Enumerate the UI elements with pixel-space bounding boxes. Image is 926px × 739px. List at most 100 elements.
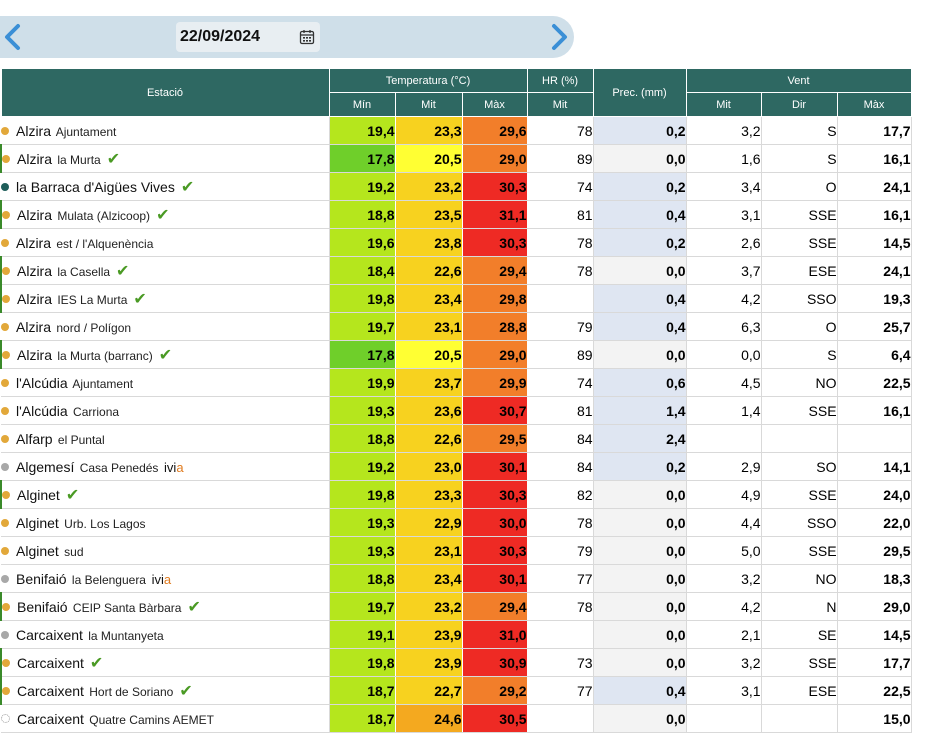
table-row[interactable]: Algemesí Casa Penedés ivia 19,2 23,0 30,1 84… bbox=[1, 452, 912, 481]
col-hr-mit[interactable]: Mit bbox=[526, 92, 594, 117]
station-cell[interactable]: Alzira Mulata (Alzicoop) ✔ bbox=[0, 200, 330, 229]
station-name[interactable]: Alzira bbox=[17, 150, 53, 167]
table-row[interactable]: Alzira Mulata (Alzicoop) ✔ 18,8 23,5 31,1 81 0… bbox=[0, 200, 912, 229]
station-name[interactable]: Alzira bbox=[16, 122, 52, 139]
chevron-right-icon[interactable] bbox=[546, 23, 572, 51]
table-row[interactable]: Alfarp el Puntal 18,8 22,6 29,5 84 2,4 bbox=[1, 424, 912, 453]
station-name[interactable]: Alzira bbox=[17, 262, 53, 279]
station-cell[interactable]: la Barraca d'Aigües Vives ✔ bbox=[1, 172, 330, 201]
precipitation-cell: 0,0 bbox=[593, 144, 687, 173]
station-cell[interactable]: Alzira la Casella ✔ bbox=[0, 256, 330, 285]
station-name[interactable]: Carcaixent bbox=[17, 710, 84, 727]
station-cell[interactable]: Alzira la Murta ✔ bbox=[0, 144, 330, 173]
header-row-top: Estació Temperatura (°C) HR (%) Prec. (m… bbox=[0, 68, 912, 117]
station-name[interactable]: Alzira bbox=[17, 290, 53, 307]
table-row[interactable]: Benifaió la Belenguera ivia 18,8 23,4 30,1 7… bbox=[1, 564, 912, 593]
date-picker[interactable]: 22/09/2024 bbox=[176, 22, 320, 52]
station-name[interactable]: Carcaixent bbox=[17, 654, 84, 671]
table-row[interactable]: Carcaixent la Muntanyeta 19,1 23,9 31,0 0,0 2… bbox=[1, 620, 912, 649]
col-prec[interactable]: Prec. (mm) bbox=[592, 68, 687, 117]
station-cell[interactable]: Alzira est / l'Alquenència bbox=[1, 228, 330, 257]
station-name[interactable]: Algemesí bbox=[16, 458, 75, 475]
temp-mit-cell: 23,4 bbox=[395, 564, 463, 593]
table-row[interactable]: Benifaió CEIP Santa Bàrbara ✔ 19,7 23,2 29,4… bbox=[0, 592, 912, 621]
station-cell[interactable]: Carcaixent la Muntanyeta bbox=[1, 620, 330, 649]
station-name[interactable]: Benifaió bbox=[17, 598, 68, 615]
station-cell[interactable]: l'Alcúdia Ajuntament bbox=[1, 368, 330, 397]
station-name[interactable]: la Barraca d'Aigües Vives bbox=[16, 178, 175, 195]
temp-max-cell: 30,7 bbox=[462, 396, 528, 425]
table-row[interactable]: l'Alcúdia Carriona 19,3 23,6 30,7 81 1,4 1,4 SS… bbox=[1, 396, 912, 425]
table-row[interactable]: Carcaixent Quatre Camins AEMET 18,7 24,6 30… bbox=[1, 704, 912, 733]
table-row[interactable]: Alzira IES La Murta ✔ 19,8 23,4 29,8 0,4 4,2 SS… bbox=[0, 284, 912, 313]
station-cell[interactable]: Carcaixent Hort de Soriano ✔ bbox=[0, 676, 330, 705]
station-cell[interactable]: Alzira la Murta (barranc) ✔ bbox=[0, 340, 330, 369]
station-cell[interactable]: Carcaixent ✔ bbox=[0, 648, 330, 677]
wind-mean-cell bbox=[686, 704, 762, 733]
station-cell[interactable]: Alfarp el Puntal bbox=[1, 424, 330, 453]
station-cell[interactable]: Alzira IES La Murta ✔ bbox=[0, 284, 330, 313]
station-cell[interactable]: Algemesí Casa Penedés ivia bbox=[1, 452, 330, 481]
station-name[interactable]: Carcaixent bbox=[16, 626, 83, 643]
table-row[interactable]: l'Alcúdia Ajuntament 19,9 23,7 29,9 74 0,6 4,5… bbox=[1, 368, 912, 397]
station-cell[interactable]: Benifaió la Belenguera ivia bbox=[1, 564, 330, 593]
wind-mean-cell bbox=[686, 424, 762, 453]
station-name[interactable]: Benifaió bbox=[16, 570, 67, 587]
temp-min-cell: 19,7 bbox=[329, 592, 396, 621]
checkmark-icon: ✔ bbox=[179, 682, 193, 700]
station-name[interactable]: Alzira bbox=[17, 206, 53, 223]
station-cell[interactable]: Alginet Urb. Los Lagos bbox=[1, 508, 330, 537]
table-row[interactable]: Alzira la Casella ✔ 18,4 22,6 29,4 78 0,0 3,7 ES… bbox=[0, 256, 912, 285]
station-cell[interactable]: Carcaixent Quatre Camins AEMET bbox=[1, 704, 330, 733]
table-row[interactable]: la Barraca d'Aigües Vives ✔ 19,2 23,2 30,3 74… bbox=[1, 172, 912, 201]
station-cell[interactable]: l'Alcúdia Carriona bbox=[1, 396, 330, 425]
wind-direction-cell: S bbox=[761, 144, 838, 173]
table-row[interactable]: Alginet sud 19,3 23,1 30,3 79 0,0 5,0 SSE 29,5 bbox=[1, 536, 912, 565]
temp-max-cell: 30,1 bbox=[462, 452, 528, 481]
calendar-icon[interactable] bbox=[299, 29, 315, 45]
station-cell[interactable]: Benifaió CEIP Santa Bàrbara ✔ bbox=[0, 592, 330, 621]
col-temp-min[interactable]: Mín bbox=[328, 92, 396, 117]
col-temp-max[interactable]: Màx bbox=[461, 92, 528, 117]
station-name[interactable]: l'Alcúdia bbox=[16, 374, 68, 391]
station-cell[interactable]: Alzira Ajuntament bbox=[1, 116, 330, 145]
temp-mit-cell: 22,9 bbox=[395, 508, 463, 537]
wind-max-cell: 22,5 bbox=[837, 676, 912, 705]
table-row[interactable]: Alginet Urb. Los Lagos 19,3 22,9 30,0 78 0,0 4… bbox=[1, 508, 912, 537]
station-name[interactable]: Carcaixent bbox=[17, 682, 84, 699]
precipitation-cell: 0,6 bbox=[593, 368, 687, 397]
table-row[interactable]: Alzira Ajuntament 19,4 23,3 29,6 78 0,2 3,2 S 17… bbox=[1, 116, 912, 145]
station-name[interactable]: Alfarp bbox=[16, 430, 53, 447]
checkmark-icon: ✔ bbox=[89, 654, 104, 672]
table-row[interactable]: Alzira nord / Polígon 19,7 23,1 28,8 79 0,4 6,… bbox=[1, 312, 912, 341]
col-wind-dir[interactable]: Dir bbox=[760, 92, 838, 117]
table-row[interactable]: Alginet ✔ 19,8 23,3 30,3 82 0,0 4,9 SSE 24,0 bbox=[0, 480, 912, 509]
station-cell[interactable]: Alzira nord / Polígon bbox=[1, 312, 330, 341]
table-row[interactable]: Carcaixent Hort de Soriano ✔ 18,7 22,7 29,2 7… bbox=[0, 676, 912, 705]
station-name[interactable]: Alginet bbox=[17, 486, 60, 503]
table-row[interactable]: Carcaixent ✔ 19,8 23,9 30,9 73 0,0 3,2 SSE 17,7 bbox=[0, 648, 912, 677]
station-cell[interactable]: Alginet ✔ bbox=[0, 480, 330, 509]
table-row[interactable]: Alzira la Murta (barranc) ✔ 17,8 20,5 29,0 89… bbox=[0, 340, 912, 369]
station-cell[interactable]: Alginet sud bbox=[1, 536, 330, 565]
chevron-left-icon[interactable] bbox=[0, 23, 26, 51]
table-row[interactable]: Alzira la Murta ✔ 17,8 20,5 29,0 89 0,0 1,6 S 16,… bbox=[0, 144, 912, 173]
col-wind-mit[interactable]: Mit bbox=[685, 92, 762, 117]
station-name[interactable]: l'Alcúdia bbox=[16, 402, 68, 419]
precipitation-cell: 0,0 bbox=[593, 620, 687, 649]
date-value[interactable]: 22/09/2024 bbox=[180, 28, 261, 45]
station-name[interactable]: Alzira bbox=[16, 234, 52, 251]
station-name[interactable]: Alginet bbox=[16, 542, 59, 559]
temp-min-cell: 19,2 bbox=[329, 452, 396, 481]
station-name[interactable]: Alzira bbox=[17, 346, 53, 363]
col-group-temperature: Temperatura (°C) bbox=[328, 68, 528, 93]
col-wind-max[interactable]: Màx bbox=[836, 92, 912, 117]
wind-max-cell: 14,5 bbox=[837, 228, 912, 257]
station-status-dot bbox=[1, 378, 9, 387]
temp-min-cell: 19,9 bbox=[329, 368, 396, 397]
table-row[interactable]: Alzira est / l'Alquenència 19,6 23,8 30,3 78… bbox=[1, 228, 912, 257]
col-temp-mit[interactable]: Mit bbox=[394, 92, 463, 117]
col-station[interactable]: Estació bbox=[0, 68, 330, 117]
station-name[interactable]: Alzira bbox=[16, 318, 52, 335]
station-name[interactable]: Alginet bbox=[16, 514, 59, 531]
